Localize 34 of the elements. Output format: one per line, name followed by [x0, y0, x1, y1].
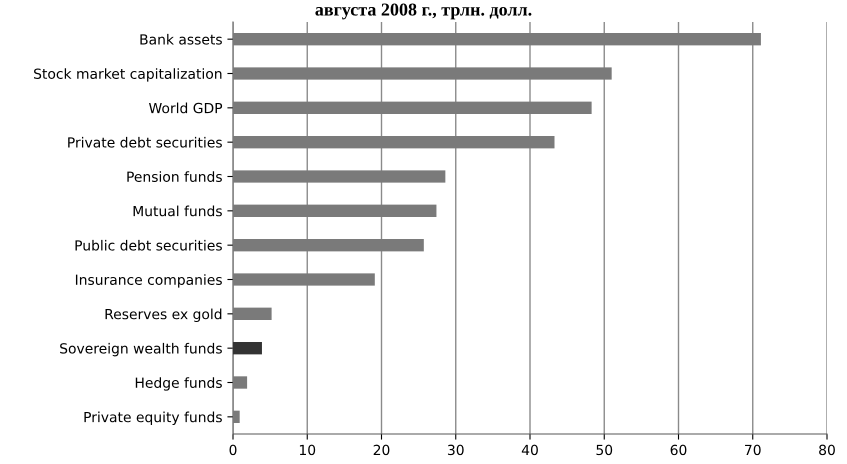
bar — [233, 273, 375, 286]
bar — [233, 308, 272, 320]
y-tick-label: World GDP — [149, 102, 222, 114]
y-tick-label: Bank assets — [140, 34, 222, 45]
x-tick-label: 50 — [596, 444, 612, 456]
bar — [233, 410, 240, 424]
y-tick-label: Insurance companies — [76, 274, 222, 288]
y-tick-label: Hedge funds — [136, 377, 222, 391]
bar — [233, 376, 248, 389]
bar — [233, 238, 424, 252]
bar — [233, 136, 554, 148]
y-tick-label: Stock market capitalization — [34, 68, 222, 82]
x-tick-label: 0 — [229, 444, 236, 456]
x-tick-label: 20 — [374, 444, 390, 456]
y-tick-label: Reserves ex gold — [106, 308, 222, 322]
x-tick-label: 60 — [670, 444, 686, 456]
bar — [233, 204, 436, 218]
bar — [233, 32, 761, 46]
x-tick-label: 40 — [522, 444, 538, 456]
y-tick-label: Private equity funds — [84, 412, 222, 425]
y-tick-label: Public debt securities — [76, 240, 222, 251]
y-tick-label: Sovereign wealth funds — [60, 342, 222, 356]
x-tick-label: 80 — [819, 444, 835, 456]
y-tick-label: Pension funds — [127, 171, 222, 182]
chart-title: августа 2008 г., трлн. долл. — [315, 3, 532, 20]
x-tick-label: 30 — [448, 444, 464, 456]
y-tick-label: Private debt securities — [68, 136, 222, 148]
bar — [233, 67, 612, 80]
bar — [233, 170, 446, 183]
x-tick-label: 70 — [745, 444, 761, 456]
bar — [233, 342, 262, 354]
x-tick-label: 10 — [300, 444, 316, 456]
bar — [233, 102, 592, 114]
y-tick-label: Mutual funds — [134, 206, 222, 216]
